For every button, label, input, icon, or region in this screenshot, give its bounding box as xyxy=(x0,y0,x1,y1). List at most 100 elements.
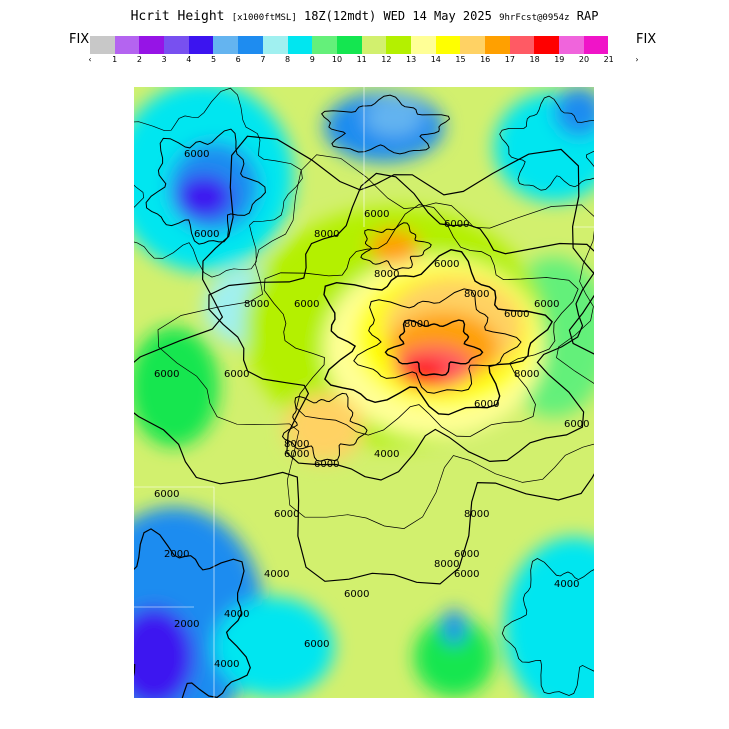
legend-swatch xyxy=(386,36,411,54)
contour-line xyxy=(384,319,484,377)
legend-tick-label: 7 xyxy=(260,55,266,64)
title-time: 18Z(12mdt) WED 14 May 2025 xyxy=(303,9,492,23)
legend-tick-label: 5 xyxy=(210,55,217,64)
contour-label: 8000 xyxy=(404,319,429,330)
legend-tick-label: 19 xyxy=(554,55,565,64)
legend-swatch xyxy=(114,36,140,54)
contour-label: 8000 xyxy=(464,509,489,520)
legend-tick-label: 8 xyxy=(285,55,291,64)
contour-label: 8000 xyxy=(244,299,269,310)
title-main: Hcrit Height xyxy=(130,9,225,24)
contour-line xyxy=(360,222,432,271)
legend-tick-label: 21 xyxy=(603,55,614,64)
contour-line xyxy=(323,248,553,416)
contour-label: 4000 xyxy=(264,569,289,580)
legend-swatch xyxy=(410,36,436,54)
legend-tick-label: 15 xyxy=(455,55,466,64)
contour-label: 6000 xyxy=(434,259,459,270)
contour-label: 6000 xyxy=(364,209,389,220)
fix-label-left: FIX xyxy=(69,32,90,47)
contour-label: 6000 xyxy=(564,419,589,430)
legend-swatch xyxy=(213,36,239,54)
contour-label: 8000 xyxy=(514,369,539,380)
legend-swatch xyxy=(485,36,510,54)
legend-tick-label: 10 xyxy=(331,55,343,64)
legend-swatch xyxy=(509,36,535,54)
contour-label: 6000 xyxy=(154,489,179,500)
contour-label: 8000 xyxy=(434,559,459,570)
legend-tick-label: 9 xyxy=(309,55,315,64)
legend-swatch xyxy=(559,36,584,54)
contour-lines xyxy=(134,87,594,698)
contour-label: 6000 xyxy=(294,299,319,310)
fix-label-right: FIX xyxy=(636,32,657,47)
contour-line xyxy=(353,288,522,394)
legend-tick-label: 6 xyxy=(235,55,241,64)
legend-tick-label: 20 xyxy=(578,55,590,64)
legend-swatch xyxy=(336,36,362,54)
legend-swatch xyxy=(164,36,189,54)
legend-swatch xyxy=(90,36,115,54)
boundary-line xyxy=(134,486,215,698)
legend-swatch xyxy=(139,36,165,54)
contour-label: 6000 xyxy=(454,569,479,580)
title-forecast: 9hrFcst@0954z xyxy=(499,13,570,23)
legend-swatch xyxy=(262,36,288,54)
title-model: RAP xyxy=(576,9,599,23)
contour-label: 6000 xyxy=(474,399,499,410)
contour-line xyxy=(145,128,266,245)
contour-label: 6000 xyxy=(184,149,209,160)
contour-label: 6000 xyxy=(154,369,179,380)
contour-line xyxy=(263,204,579,437)
contour-label: 6000 xyxy=(314,459,339,470)
color-legend-ticks: ‹ 1 2 3 4 5 6 7 8 9 10 11 12 13 14 15 16 17 18 19 20 21 › xyxy=(88,55,650,67)
contour-label: 6000 xyxy=(534,299,559,310)
contour-line xyxy=(134,528,251,698)
legend-swatch xyxy=(361,36,387,54)
contour-line xyxy=(499,95,594,191)
contour-label: 6000 xyxy=(454,549,479,560)
contour-label: 6000 xyxy=(284,449,309,460)
legend-tick-label: 12 xyxy=(381,55,392,64)
contour-label: 6000 xyxy=(194,229,219,240)
legend-swatch xyxy=(188,36,214,54)
contour-label: 4000 xyxy=(554,579,579,590)
legend-tick-label: 3 xyxy=(161,55,167,64)
legend-tick-label: 14 xyxy=(430,55,441,64)
contour-label: 6000 xyxy=(344,589,369,600)
plot-title: Hcrit Height [x1000ftMSL] 18Z(12mdt) WED… xyxy=(0,9,729,24)
legend-arrow-right: › xyxy=(635,55,639,64)
legend-tick-label: 4 xyxy=(186,55,192,64)
contour-line xyxy=(281,392,368,462)
contour-labels: 6000600080008000600060008000800080006000… xyxy=(154,149,589,670)
contour-label: 4000 xyxy=(214,659,239,670)
contour-label: 6000 xyxy=(274,509,299,520)
legend-arrow-left: ‹ xyxy=(88,55,92,64)
title-units: [x1000ftMSL] xyxy=(231,13,297,23)
contour-label: 4000 xyxy=(374,449,399,460)
legend-tick-label: 2 xyxy=(136,55,142,64)
legend-tick-label: 13 xyxy=(406,55,417,64)
contour-label: 8000 xyxy=(464,289,489,300)
legend-tick-label: 1 xyxy=(112,55,118,64)
contour-label: 6000 xyxy=(444,219,469,230)
legend-swatch xyxy=(287,36,313,54)
contour-line xyxy=(208,172,594,481)
contour-line xyxy=(157,154,594,529)
color-legend-bar xyxy=(90,36,609,54)
legend-tick-label: 18 xyxy=(529,55,540,64)
legend-tick-label: 16 xyxy=(480,55,491,64)
legend-swatch xyxy=(435,36,461,54)
contour-label: 6000 xyxy=(224,369,249,380)
contour-label: 6000 xyxy=(304,639,329,650)
legend-swatch xyxy=(583,36,609,54)
terrain-height-map: 6000600080008000600060008000800080006000… xyxy=(134,87,594,698)
contour-label: 2000 xyxy=(164,549,189,560)
contour-label: 6000 xyxy=(504,309,529,320)
contour-line xyxy=(134,87,303,278)
legend-tick-label: 11 xyxy=(356,55,367,64)
contour-label: 8000 xyxy=(374,269,399,280)
contour-label: 2000 xyxy=(174,619,199,630)
legend-swatch xyxy=(238,36,263,54)
legend-swatch xyxy=(534,36,560,54)
